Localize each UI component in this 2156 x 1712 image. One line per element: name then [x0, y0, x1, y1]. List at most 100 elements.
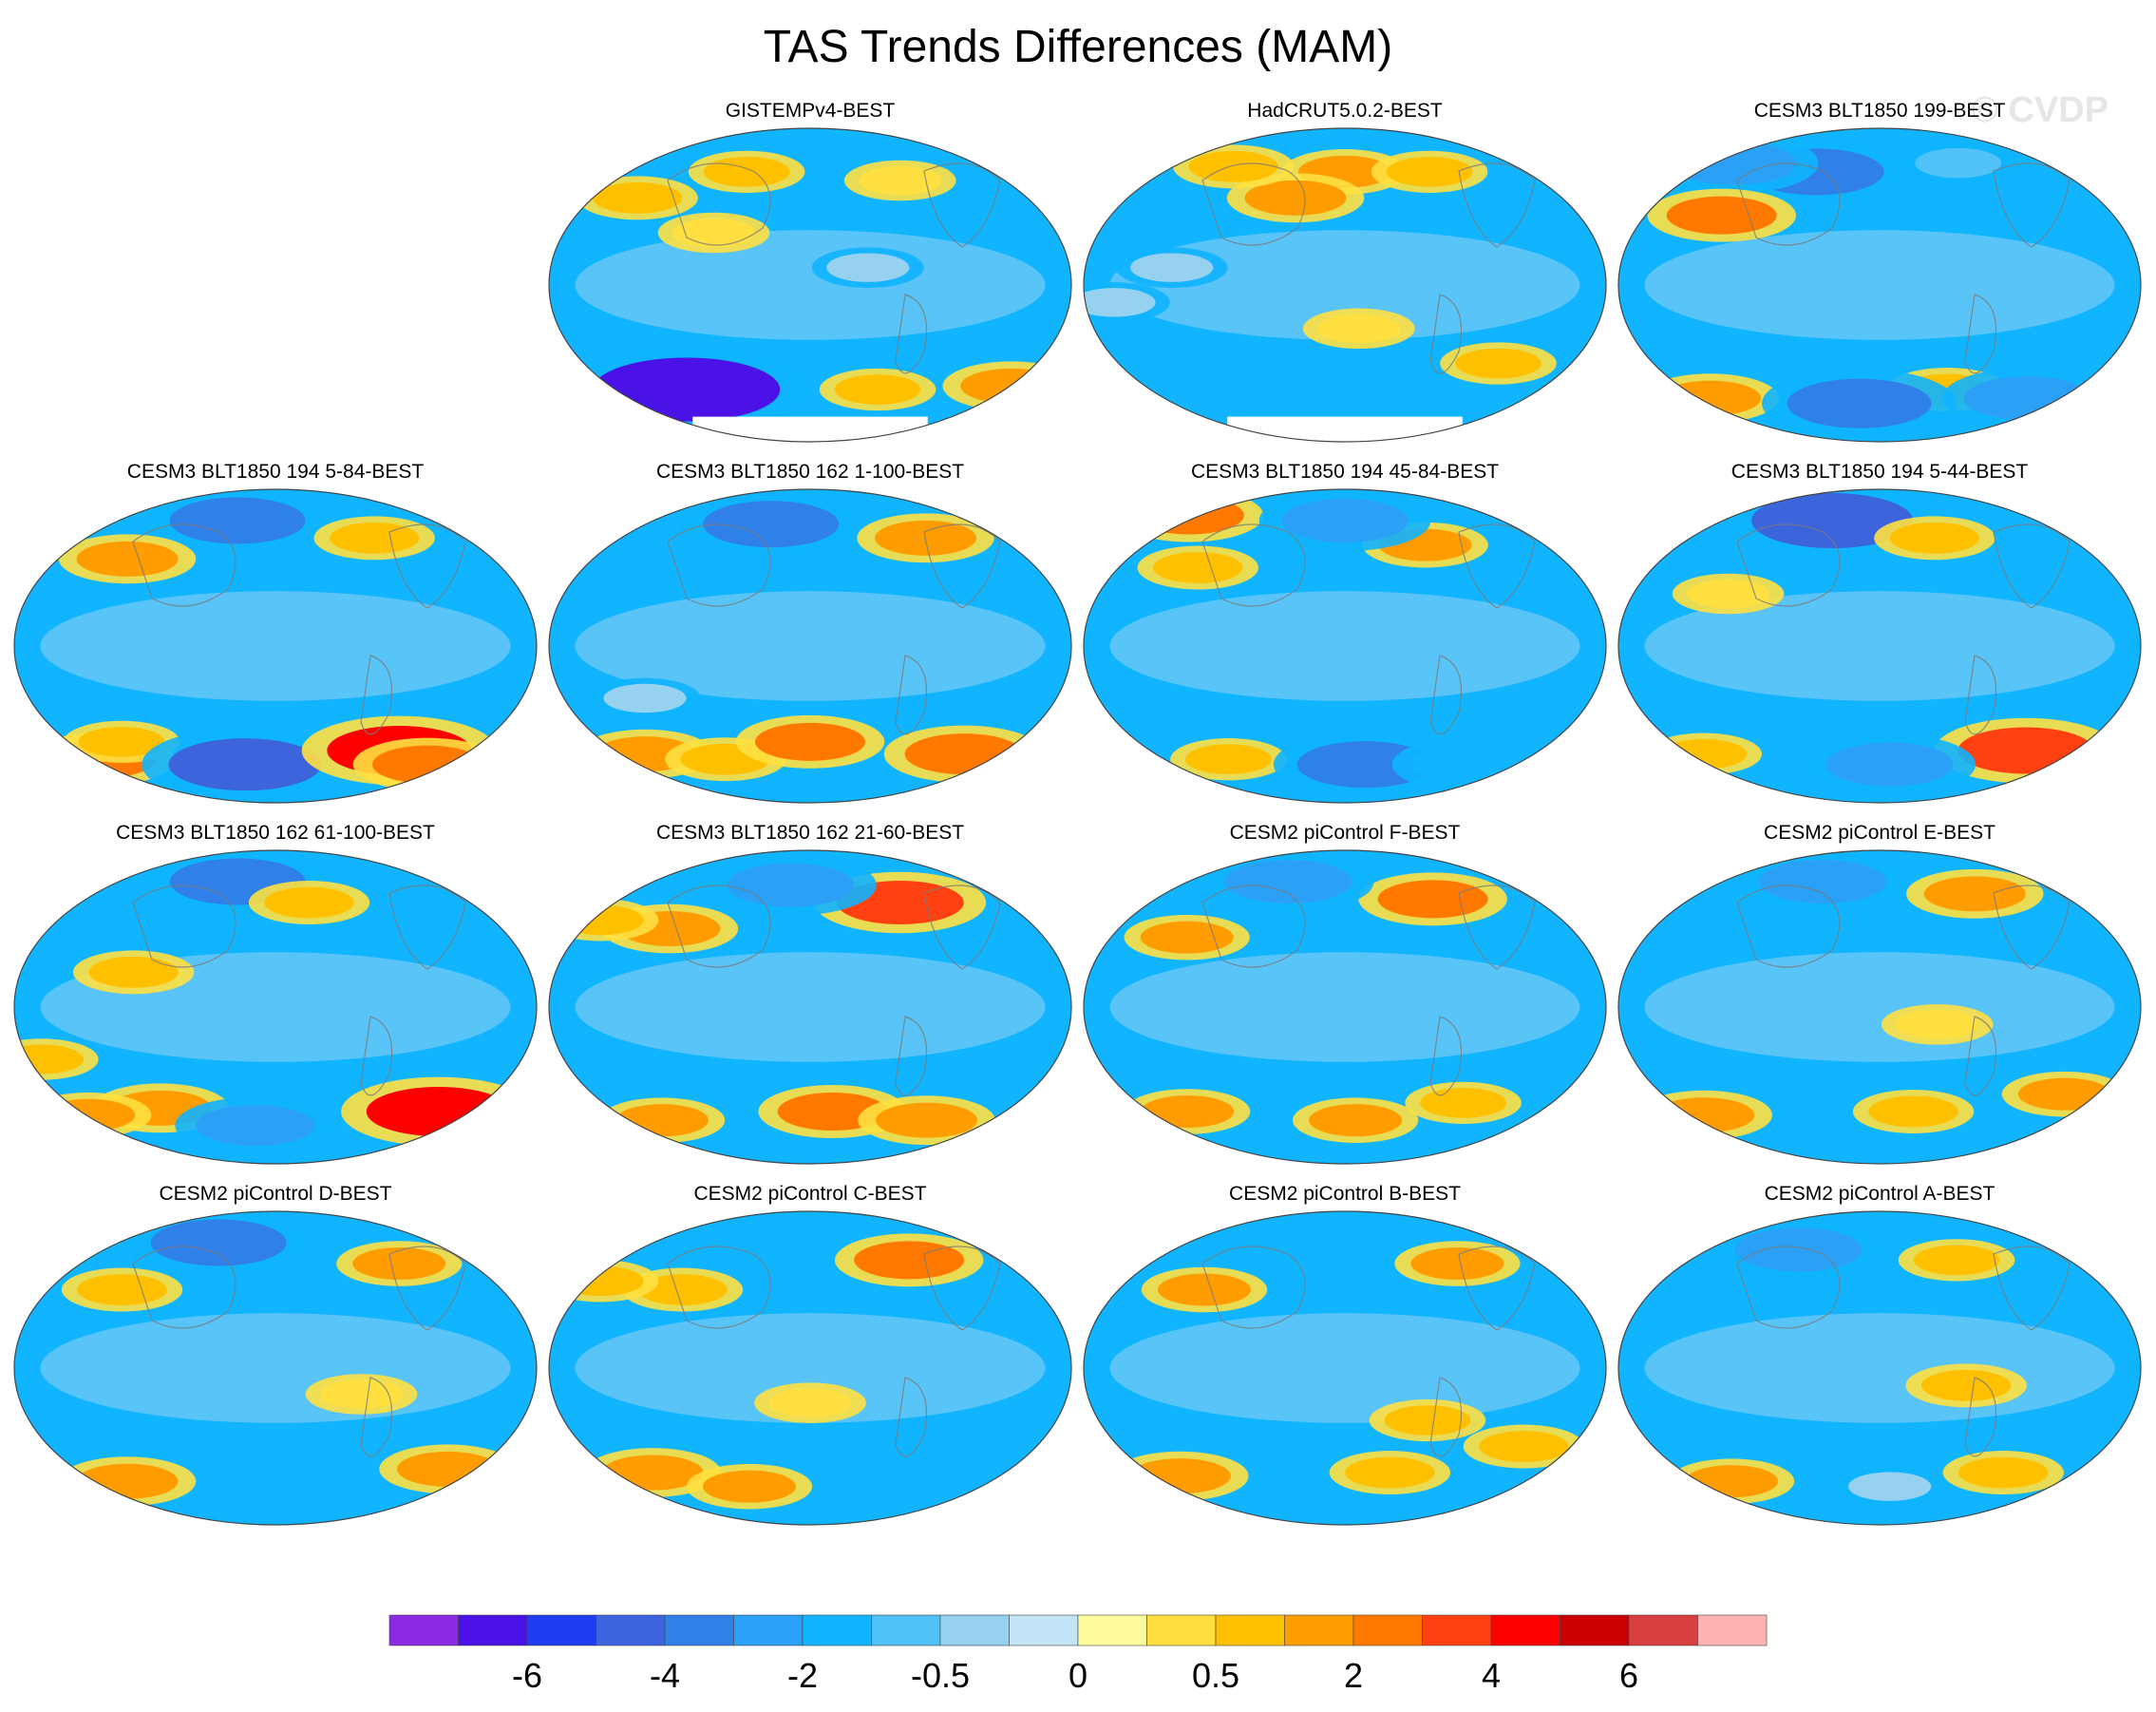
anomaly-patch	[1958, 1456, 2049, 1489]
colorbar-tick-label: 4	[1482, 1656, 1501, 1695]
panel-title: CESM3 BLT1850 194 5-44-BEST	[1731, 461, 2029, 483]
colorbar-swatch	[1490, 1614, 1560, 1646]
map-panel: CESM2 piControl D-BEST	[13, 1183, 538, 1526]
anomaly-patch	[319, 1379, 404, 1409]
anomaly-patch	[42, 1098, 136, 1132]
map-panel: CESM2 piControl E-BEST	[1617, 822, 2142, 1165]
anomaly-patch	[1153, 552, 1243, 583]
anomaly-patch	[592, 181, 683, 214]
colorbar-swatch	[664, 1614, 734, 1646]
colorbar-tick-label: -0.5	[911, 1656, 970, 1695]
anomaly-patch	[1386, 157, 1473, 187]
anomaly-patch	[1345, 1456, 1435, 1489]
coastline	[1201, 885, 1536, 1096]
anomaly-patch	[904, 733, 1024, 775]
anomaly-patch	[372, 745, 483, 784]
anomaly-patch	[1963, 376, 2091, 421]
coastline	[132, 1246, 466, 1457]
colorbar-tick-label: -6	[512, 1656, 542, 1695]
colorbar-swatch	[1077, 1614, 1147, 1646]
panel-title: HadCRUT5.0.2-BEST	[1247, 100, 1443, 122]
map-border	[1617, 1210, 2142, 1526]
colorbar-swatch	[458, 1614, 528, 1646]
anomaly-patch	[703, 501, 840, 548]
colorbar-swatch	[1009, 1614, 1079, 1646]
anomaly-patch	[1923, 876, 2026, 912]
map-panel: CESM2 piControl C-BEST	[548, 1183, 1072, 1526]
anomaly-patch	[169, 497, 306, 544]
map-panels: GISTEMPv4-BEST HadCRUT5.0.2-BEST CESM3 BLT…	[13, 100, 2142, 1526]
map-band	[1644, 952, 2115, 1062]
anomaly-patch	[396, 1451, 499, 1487]
map-band	[575, 591, 1046, 701]
missing-data	[692, 416, 928, 442]
anomaly-patch	[727, 863, 855, 907]
anomaly-patch	[834, 374, 921, 405]
map-panel: CESM2 piControl B-BEST	[1083, 1183, 1607, 1526]
panel-title: CESM2 piControl E-BEST	[1764, 822, 1995, 844]
anomaly-patch	[637, 1274, 728, 1305]
panel-title: CESM3 BLT1850 194 5-84-BEST	[127, 461, 425, 483]
map-border	[1083, 1210, 1607, 1526]
anomaly-patch	[352, 1247, 446, 1280]
map-panel: HadCRUT5.0.2-BEST	[1083, 100, 1607, 443]
colorbar-swatch	[388, 1614, 459, 1646]
colorbar-tick-label: -2	[787, 1656, 818, 1695]
map-band	[1109, 230, 1580, 340]
anomaly-patch	[854, 1241, 965, 1280]
map-panel: CESM2 piControl F-BEST	[1083, 822, 1607, 1165]
coastline	[667, 885, 1001, 1096]
coastline	[1201, 523, 1536, 735]
anomaly-patch	[366, 1087, 511, 1136]
anomaly-patch	[1309, 1104, 1403, 1137]
colorbar-swatch	[1560, 1614, 1630, 1646]
map-border	[13, 1210, 538, 1526]
coastline	[1736, 885, 2071, 1096]
anomaly-patch	[1825, 742, 1954, 787]
colorbar-tick-label: 0.5	[1192, 1656, 1239, 1695]
anomaly-patch	[960, 368, 1063, 404]
map-band	[40, 1313, 511, 1423]
map-band	[575, 230, 1046, 340]
figure-title: TAS Trends Differences (MAM)	[764, 22, 1392, 72]
anomaly-patch	[1734, 1227, 1863, 1272]
map-border	[1617, 488, 2142, 804]
anomaly-patch	[1244, 180, 1347, 216]
map-panel: CESM3 BLT1850 194 45-84-BEST	[1083, 461, 1607, 804]
anomaly-patch	[76, 1463, 179, 1499]
anomaly-patch	[14, 1044, 85, 1075]
map-band	[40, 591, 511, 701]
anomaly-patch	[77, 1274, 167, 1305]
map-panel: CESM3 BLT1850 194 5-44-BEST	[1617, 461, 2142, 804]
panel-title: CESM2 piControl D-BEST	[159, 1183, 391, 1205]
anomaly-patch	[1157, 1273, 1251, 1306]
map-border	[13, 849, 538, 1165]
map-band	[575, 1313, 1046, 1423]
coastline	[1201, 1246, 1536, 1457]
watermark: © CVDP	[1972, 90, 2109, 130]
colorbar-swatch	[1628, 1614, 1698, 1646]
colorbar-swatch	[1422, 1614, 1492, 1646]
map-band	[1109, 591, 1580, 701]
colorbar-swatch	[1146, 1614, 1217, 1646]
map-border	[548, 488, 1072, 804]
anomaly-patch	[1920, 1369, 2012, 1401]
anomaly-patch	[1140, 921, 1234, 954]
map-band	[575, 128, 1046, 187]
map-panel: CESM3 BLT1850 162 61-100-BEST	[13, 822, 538, 1165]
colorbar-swatch	[1352, 1614, 1423, 1646]
coastline	[1736, 1246, 2071, 1457]
anomaly-patch	[755, 722, 865, 761]
map-border	[548, 1210, 1072, 1526]
anomaly-patch	[702, 1470, 796, 1503]
anomaly-patch	[1188, 150, 1278, 182]
panel-title: CESM3 BLT1850 199-BEST	[1754, 100, 2006, 122]
anomaly-patch	[196, 1105, 315, 1147]
anomaly-patch	[1420, 1088, 1506, 1118]
panel-title: CESM3 BLT1850 162 21-60-BEST	[656, 822, 964, 844]
anomaly-patch	[859, 165, 942, 196]
anomaly-patch	[264, 886, 354, 919]
anomaly-patch	[1224, 860, 1352, 904]
map-panel: CESM2 piControl A-BEST	[1617, 1183, 2142, 1526]
